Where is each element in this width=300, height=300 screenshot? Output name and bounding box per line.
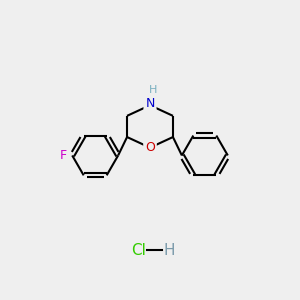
Text: O: O <box>145 141 155 154</box>
Text: H: H <box>164 243 175 258</box>
Text: N: N <box>145 97 155 110</box>
Text: Cl: Cl <box>131 243 146 258</box>
Text: H: H <box>149 85 158 95</box>
Text: F: F <box>60 149 67 162</box>
